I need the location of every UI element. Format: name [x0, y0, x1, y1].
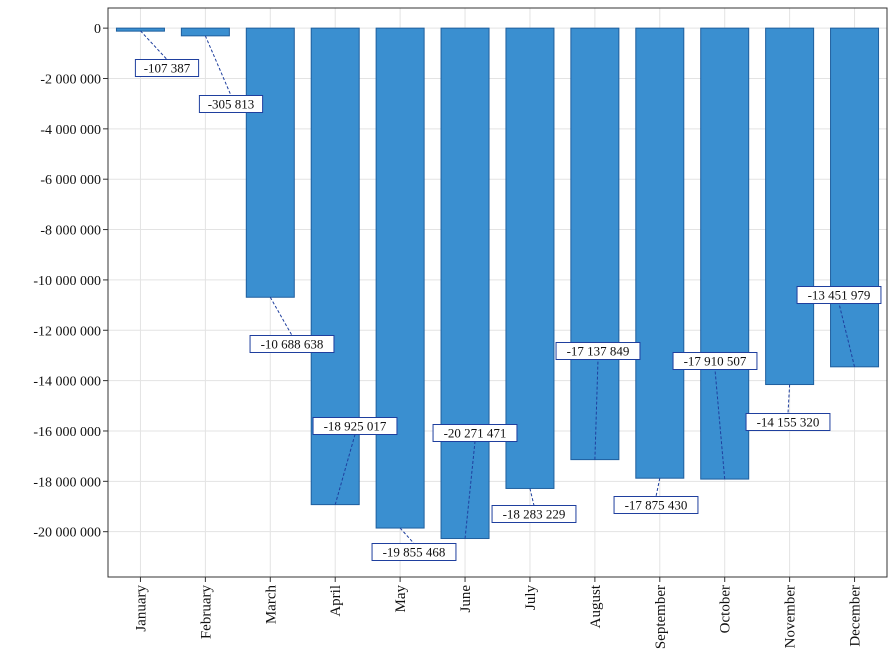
data-label-text: -305 813 [208, 97, 255, 112]
x-category-label: September [653, 585, 669, 649]
data-label-leader [464, 441, 476, 539]
data-label-leader [399, 527, 415, 544]
data-label: -18 283 229 [491, 505, 577, 523]
bar-august [570, 27, 620, 461]
bar-march [245, 27, 295, 298]
data-label: -14 155 320 [745, 413, 831, 431]
data-label: -20 271 471 [432, 424, 518, 442]
bar-february [180, 27, 230, 37]
data-label-box [312, 417, 398, 435]
data-label-leader [655, 478, 661, 497]
y-tick-label: -10 000 000 [33, 274, 101, 289]
bar-october [700, 27, 750, 480]
data-label-text: -107 387 [144, 61, 191, 76]
x-category-label: October [718, 585, 734, 633]
bar-july [505, 27, 555, 489]
y-tick-label: -12 000 000 [33, 324, 101, 339]
data-label-text: -18 283 229 [503, 507, 566, 522]
data-label-text: -13 451 979 [808, 288, 871, 303]
data-label-box [432, 424, 518, 442]
bar-june [440, 27, 490, 540]
bar-may [375, 27, 425, 529]
x-category-label: May [393, 585, 409, 613]
data-label-text: -20 271 471 [444, 426, 507, 441]
data-label-text: -17 137 849 [567, 344, 630, 359]
y-axis: 0 -2 000 000 -4 000 000 -6 000 000 -8 000 00… [33, 22, 108, 541]
data-labels: -107 387 -305 813 -10 688 638 -18 925 017 -1… [134, 59, 882, 561]
data-label: -17 910 507 [672, 352, 758, 370]
data-label-box [613, 496, 699, 514]
data-label-leader [529, 488, 535, 506]
y-tick-label: -16 000 000 [33, 425, 101, 440]
leader-lines [140, 30, 856, 544]
data-label-box [555, 342, 641, 360]
bar-september [635, 27, 685, 479]
data-label: -18 925 017 [312, 417, 398, 435]
data-label: -107 387 [134, 59, 200, 77]
x-category-label: April [328, 585, 344, 617]
data-label-leader [838, 303, 856, 367]
bar-january [115, 27, 165, 32]
data-label-leader [594, 359, 599, 460]
data-label-box [491, 505, 577, 523]
x-category-label: December [848, 585, 864, 647]
data-label-leader [334, 434, 356, 505]
data-label: -19 855 468 [371, 543, 457, 561]
y-tick-label: -18 000 000 [33, 475, 101, 490]
x-category-label: March [263, 585, 279, 625]
data-label-box [796, 286, 882, 304]
x-category-label: July [523, 585, 539, 611]
y-tick-label: -8 000 000 [40, 224, 101, 239]
data-label-leader [714, 369, 726, 480]
y-tick-label: -4 000 000 [40, 123, 101, 138]
data-label-text: -18 925 017 [324, 419, 387, 434]
x-category-label: August [588, 584, 604, 628]
x-category-label: February [198, 585, 214, 640]
data-label-text: -14 155 320 [757, 415, 820, 430]
data-label: -17 137 849 [555, 342, 641, 360]
data-label: -13 451 979 [796, 286, 882, 304]
data-label-box [249, 335, 335, 353]
y-tick-label: -6 000 000 [40, 173, 101, 188]
x-category-label: January [133, 585, 149, 632]
y-tick-label: -2 000 000 [40, 72, 101, 87]
data-label-box [672, 352, 758, 370]
data-label-box [198, 95, 264, 113]
y-tick-label: 0 [94, 22, 101, 37]
bar-november [765, 27, 815, 386]
data-label-box [745, 413, 831, 431]
data-label-text: -10 688 638 [261, 337, 324, 352]
data-label-text: -19 855 468 [383, 545, 446, 560]
x-category-label: November [783, 585, 799, 648]
data-label: -305 813 [198, 95, 264, 113]
data-label-text: -17 875 430 [625, 498, 688, 513]
data-label-leader [269, 297, 293, 336]
x-axis: January February March April May June July Augu… [133, 577, 864, 649]
data-label-box [134, 59, 200, 77]
data-label-text: -17 910 507 [684, 354, 747, 369]
data-label: -17 875 430 [613, 496, 699, 514]
data-label-leader [140, 30, 168, 60]
y-tick-label: -20 000 000 [33, 526, 101, 541]
data-label: -10 688 638 [249, 335, 335, 353]
plot-frame [107, 7, 888, 578]
x-category-label: June [458, 585, 474, 613]
data-label-box [371, 543, 457, 561]
y-tick-label: -14 000 000 [33, 375, 101, 390]
data-label-leader [204, 35, 232, 96]
bar-december [830, 27, 880, 368]
